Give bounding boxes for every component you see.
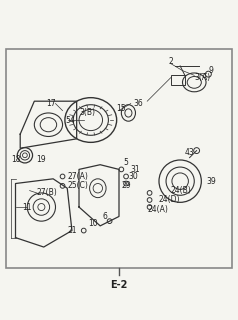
Text: 31: 31 xyxy=(131,165,140,174)
Text: 3(B): 3(B) xyxy=(79,108,95,117)
Text: E-2: E-2 xyxy=(110,280,128,290)
Text: 19: 19 xyxy=(37,156,46,164)
Text: 30: 30 xyxy=(129,172,138,181)
Text: 24(D): 24(D) xyxy=(159,196,180,204)
Text: 17: 17 xyxy=(46,99,56,108)
Text: 2: 2 xyxy=(169,57,173,66)
Text: 24(B): 24(B) xyxy=(171,186,192,195)
Text: 54: 54 xyxy=(65,116,75,124)
Text: 9: 9 xyxy=(208,66,213,75)
Text: 36: 36 xyxy=(133,99,143,108)
Text: 39: 39 xyxy=(206,177,216,186)
Text: 24(A): 24(A) xyxy=(147,205,168,214)
Text: 10: 10 xyxy=(89,219,98,228)
Text: 6: 6 xyxy=(103,212,107,221)
Text: 27(B): 27(B) xyxy=(37,188,57,197)
Text: 18: 18 xyxy=(11,156,20,164)
Text: 25(C): 25(C) xyxy=(67,181,88,190)
Text: 15: 15 xyxy=(117,104,126,113)
Text: 29: 29 xyxy=(121,181,131,190)
Bar xyxy=(171,75,185,85)
Text: 43: 43 xyxy=(185,148,195,157)
Text: 21: 21 xyxy=(67,226,77,235)
Text: 3(A): 3(A) xyxy=(194,73,210,82)
Text: 5: 5 xyxy=(124,158,129,167)
Text: 11: 11 xyxy=(23,203,32,212)
Text: 27(A): 27(A) xyxy=(67,172,88,181)
